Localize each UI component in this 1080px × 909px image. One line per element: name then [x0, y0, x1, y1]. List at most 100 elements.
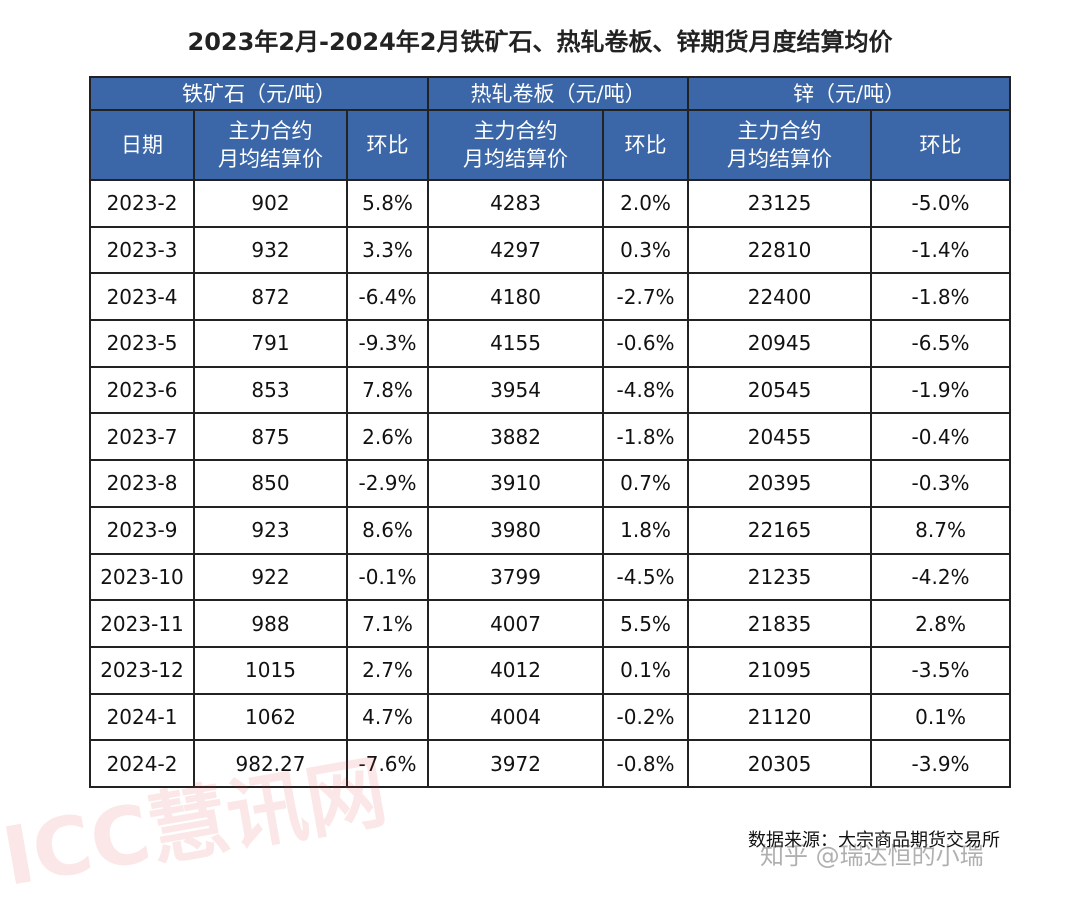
table-cell: 2023-12 — [89, 645, 195, 695]
table-cell: 21835 — [687, 599, 873, 648]
table-cell: 923 — [193, 505, 348, 555]
table-cell: 2.8% — [870, 599, 1012, 648]
table-cell: -5.0% — [870, 179, 1012, 228]
table-cell: -1.8% — [602, 412, 690, 462]
table-cell: 3910 — [427, 459, 605, 508]
group-row: 铁矿石（元/吨） 热轧卷板（元/吨） 锌（元/吨） — [88, 76, 1012, 111]
table-cell: -0.2% — [602, 692, 690, 742]
table-cell: -1.4% — [870, 225, 1012, 275]
table-cell: -2.7% — [602, 272, 690, 322]
table-cell: 902 — [193, 179, 348, 228]
table-cell: 4180 — [427, 272, 605, 322]
table-cell: 1062 — [193, 692, 348, 742]
column-row: 日期 主力合约 月均结算价 环比 主力合约 月均结算价 环比 主力合约 月均结算价 环比 — [89, 109, 1012, 181]
table-cell: 791 — [193, 319, 348, 368]
table-cell: 2023-9 — [89, 505, 195, 555]
table-cell: 0.1% — [870, 692, 1012, 742]
table-row: 2023-8 850 -2.9% 3910 0.7% 20395 -0.3% — [89, 459, 1012, 508]
table-cell: 982.27 — [193, 739, 348, 788]
table-cell: 21235 — [687, 552, 873, 602]
table-cell: 2.0% — [602, 179, 690, 228]
source-note: 数据来源：大宗商品期货交易所 — [748, 830, 1000, 851]
table-cell: 1015 — [193, 645, 348, 695]
table-row: 2023-6 853 7.8% 3954 -4.8% 20545 -1.9% — [89, 365, 1012, 415]
table-cell: 4012 — [427, 645, 605, 695]
table-cell: 0.7% — [602, 459, 690, 508]
table-cell: 2023-7 — [89, 412, 195, 462]
table-cell: 2.7% — [345, 645, 430, 695]
table-cell: 3799 — [427, 552, 605, 602]
column-header: 环比 — [870, 109, 1012, 181]
table-cell: 22810 — [687, 225, 873, 275]
table-cell: 988 — [193, 599, 348, 648]
table-cell: 4297 — [427, 225, 605, 275]
table-cell: -0.8% — [602, 739, 690, 788]
table-body: 2023-2 902 5.8% 4283 2.0% 23125 -5.0% 2023-3 932… — [89, 179, 1012, 788]
table-cell: -7.6% — [345, 739, 430, 788]
watermark: 知乎 @瑞达恒的小瑞 — [760, 842, 984, 870]
table-row: 2023-9 923 8.6% 3980 1.8% 22165 8.7% — [89, 505, 1012, 555]
title: 2023年2月-2024年2月铁矿石、热轧卷板、锌期货月度结算均价 — [187, 28, 893, 56]
table-cell: 20945 — [687, 319, 873, 368]
table-row: 2023-7 875 2.6% 3882 -1.8% 20455 -0.4% — [89, 412, 1012, 462]
table-cell: -4.2% — [870, 552, 1012, 602]
table-row: 2023-11 988 7.1% 4007 5.5% 21835 2.8% — [89, 599, 1012, 648]
table-cell: 1.8% — [602, 505, 690, 555]
table-cell: 850 — [193, 459, 348, 508]
table-cell: 3.3% — [345, 225, 430, 275]
table-cell: 4155 — [427, 319, 605, 368]
column-header: 环比 — [602, 109, 690, 181]
table-cell: 20455 — [687, 412, 873, 462]
table-cell: -6.4% — [345, 272, 430, 322]
table-cell: 4007 — [427, 599, 605, 648]
table-row: 2023-2 902 5.8% 4283 2.0% 23125 -5.0% — [89, 179, 1012, 228]
table-cell: -3.5% — [870, 645, 1012, 695]
table-cell: -9.3% — [345, 319, 430, 368]
row-header: 日期 — [89, 109, 195, 181]
table-cell: 2023-11 — [89, 599, 195, 648]
table-cell: -2.9% — [345, 459, 430, 508]
table-cell: 2023-2 — [89, 179, 195, 228]
table-cell: 853 — [193, 365, 348, 415]
table-cell: 2023-10 — [89, 552, 195, 602]
table-cell: 2023-8 — [89, 459, 195, 508]
table-cell: 5.5% — [602, 599, 690, 648]
table-cell: 4283 — [427, 179, 605, 228]
table-cell: 922 — [193, 552, 348, 602]
table-cell: 8.7% — [870, 505, 1012, 555]
group-header: 铁矿石（元/吨） — [88, 76, 430, 111]
table-cell: 22400 — [687, 272, 873, 322]
table-row: 2023-3 932 3.3% 4297 0.3% 22810 -1.4% — [89, 225, 1012, 275]
table-cell: 3882 — [427, 412, 605, 462]
table-row: 2023-10 922 -0.1% 3799 -4.5% 21235 -4.2% — [89, 552, 1012, 602]
table-cell: 21095 — [687, 645, 873, 695]
table-cell: 20395 — [687, 459, 873, 508]
table-cell: 7.1% — [345, 599, 430, 648]
column-header: 环比 — [345, 109, 430, 181]
table-cell: 2023-4 — [89, 272, 195, 322]
table-cell: 4.7% — [345, 692, 430, 742]
table-row: 2024-1 1062 4.7% 4004 -0.2% 21120 0.1% — [89, 692, 1012, 742]
table-cell: 23125 — [687, 179, 873, 228]
table-row: 2024-2 982.27 -7.6% 3972 -0.8% 20305 -3.9% — [89, 739, 1012, 788]
price-table: 铁矿石（元/吨） 热轧卷板（元/吨） 锌（元/吨） 日期 主力合约 月均结算价 环比… — [88, 76, 1012, 788]
table-cell: 7.8% — [345, 365, 430, 415]
table-cell: 2.6% — [345, 412, 430, 462]
table-cell: -4.5% — [602, 552, 690, 602]
table-cell: 22165 — [687, 505, 873, 555]
table-cell: 2023-3 — [89, 225, 195, 275]
column-header: 主力合约 月均结算价 — [427, 109, 605, 181]
table-cell: 4004 — [427, 692, 605, 742]
table-row: 2023-4 872 -6.4% 4180 -2.7% 22400 -1.8% — [89, 272, 1012, 322]
table-cell: 2023-6 — [89, 365, 195, 415]
table-cell: -0.4% — [870, 412, 1012, 462]
table-cell: 3980 — [427, 505, 605, 555]
table-cell: 2024-1 — [89, 692, 195, 742]
table-cell: 21120 — [687, 692, 873, 742]
table-cell: 20545 — [687, 365, 873, 415]
table-cell: -0.6% — [602, 319, 690, 368]
table-cell: -1.8% — [870, 272, 1012, 322]
table-cell: 875 — [193, 412, 348, 462]
table-row: 2023-12 1015 2.7% 4012 0.1% 21095 -3.5% — [89, 645, 1012, 695]
table-cell: -0.1% — [345, 552, 430, 602]
